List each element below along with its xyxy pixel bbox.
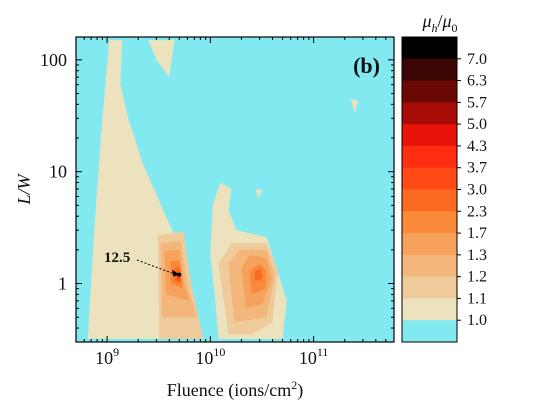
peak-arrow-line <box>136 259 177 276</box>
colorbar-tick-label: 1.2 <box>467 269 487 286</box>
colorbar-tick-label: 5.0 <box>467 116 487 133</box>
panel-label: (b) <box>353 53 380 78</box>
colorbar-swatch <box>402 211 457 234</box>
x-axis-label: Fluence (ions/cm2) <box>167 378 303 401</box>
colorbar-swatch <box>402 189 457 212</box>
contour-region-1-1 <box>351 98 359 114</box>
colorbar-swatch <box>402 145 457 169</box>
colorbar-swatch <box>402 233 457 256</box>
plot-frame <box>75 36 395 343</box>
peak-value-label: 12.5 <box>104 250 130 266</box>
colorbar-tick-label: 1.1 <box>467 290 487 307</box>
colorbar-title: μh/μ0 <box>421 11 457 35</box>
contour-region-1-1 <box>148 40 175 78</box>
colorbar-swatch <box>402 80 457 103</box>
colorbar-swatch <box>402 102 457 125</box>
colorbar-swatch <box>402 37 457 60</box>
contour-region-1-1 <box>255 189 263 199</box>
colorbar-tick-label: 4.3 <box>467 138 487 155</box>
y-tick-label: 1 <box>58 274 67 294</box>
peak-annotation: 12.5 <box>104 250 182 277</box>
colorbar-swatch <box>402 167 457 190</box>
colorbar-tick-label: 1.0 <box>467 312 487 329</box>
axes: 109 1010 1011 1 10 100 Fluence (ions/cm2) L/W <box>14 37 395 401</box>
peak-marker <box>177 272 182 277</box>
colorbar-tick-label: 2.3 <box>467 203 487 220</box>
colorbar-tick-label: 3.0 <box>467 182 487 199</box>
colorbar-swatch <box>402 320 457 343</box>
contour-region-3-0 <box>254 268 263 282</box>
colorbar-tick-label: 1.3 <box>467 247 487 264</box>
colorbar: 7.0 6.3 5.7 5.0 4.3 3.7 3.0 2.3 1.7 1.3 1.2 1.1 1.0 μ… <box>401 11 487 343</box>
colorbar-swatch <box>402 276 457 299</box>
colorbar-swatch <box>402 254 457 278</box>
colorbar-tick-label: 6.3 <box>467 73 487 90</box>
colorbar-tick-label: 7.0 <box>467 51 487 68</box>
colorbar-tick-label: 3.7 <box>467 160 487 177</box>
y-axis-label: L/W <box>14 172 34 205</box>
x-tick-label: 1010 <box>195 345 225 368</box>
colorbar-tick-label: 5.7 <box>467 94 487 111</box>
y-tick-label: 10 <box>49 162 67 182</box>
colorbar-swatch <box>402 124 457 147</box>
colorbar-swatch <box>402 58 457 82</box>
x-tick-label: 109 <box>95 345 119 368</box>
contour-area <box>76 37 394 342</box>
x-tick-label: 1011 <box>299 345 329 368</box>
y-tick-label: 100 <box>40 50 67 70</box>
colorbar-swatch <box>402 298 457 321</box>
colorbar-tick-label: 1.7 <box>467 225 487 242</box>
